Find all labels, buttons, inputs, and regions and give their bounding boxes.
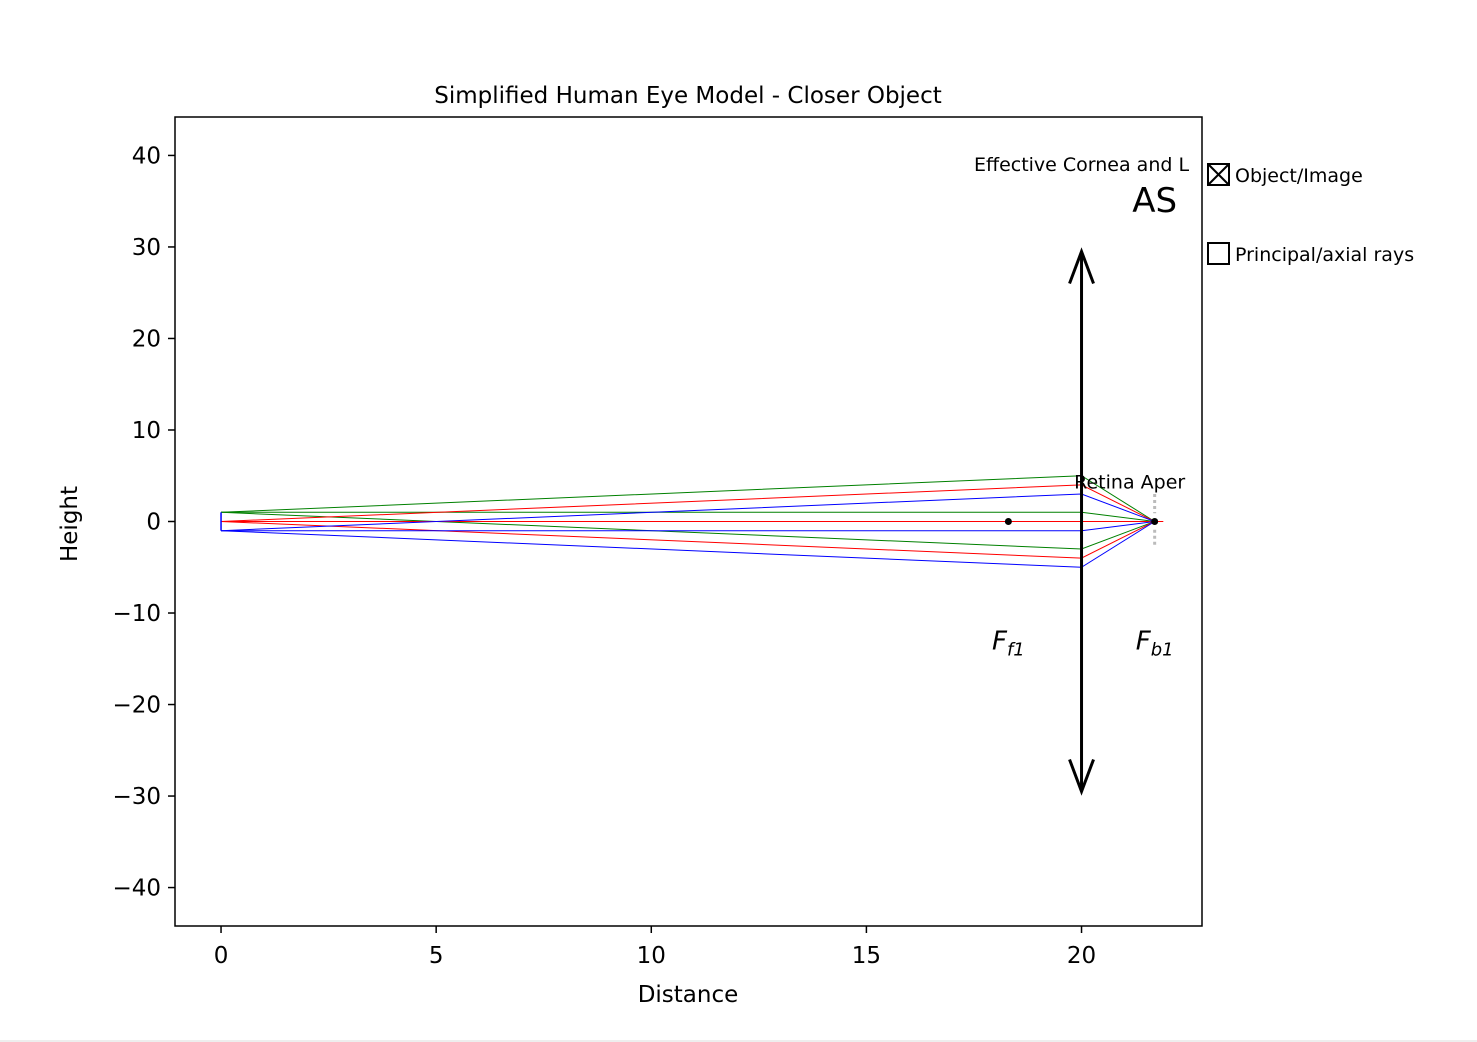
aperture-label: Retina Aper: [1074, 472, 1185, 494]
x-axis-label: Distance: [638, 982, 739, 1008]
legend-label-principal-axial-rays: Principal/axial rays: [1235, 244, 1414, 266]
y-tick-label: 40: [132, 143, 161, 169]
ray-green-2: [221, 511, 1155, 522]
back-focal-label: Fb1: [1136, 627, 1174, 661]
ray-green-1: [220, 475, 1155, 522]
checkbox-cross-icon: [1207, 163, 1230, 186]
optical-elements-layer: [220, 247, 1159, 796]
x-axis: 0 5 10 15 20: [214, 926, 1096, 969]
x-tick-label: 5: [429, 943, 444, 969]
aperture-stop-label: AS: [1132, 181, 1177, 221]
y-tick-label: −20: [112, 693, 161, 719]
ray-red-6: [220, 521, 1155, 559]
y-tick-label: 20: [132, 326, 161, 352]
ray-blue-9: [220, 521, 1155, 568]
lens-bottom-arrowhead: [1068, 758, 1095, 796]
x-tick-label: 0: [214, 943, 229, 969]
front-focal-point: [1004, 518, 1012, 525]
y-tick-label: 10: [132, 418, 161, 444]
y-tick-label: −10: [112, 601, 161, 627]
ray-red-4: [220, 484, 1155, 522]
legend-label-object-image: Object/Image: [1235, 165, 1363, 187]
checkbox-unchecked-icon[interactable]: [1207, 242, 1230, 265]
front-focal-label: Ff1: [992, 627, 1025, 661]
x-tick-label: 10: [637, 943, 666, 969]
legend-item-principal-axial-rays[interactable]: Principal/axial rays: [1207, 242, 1414, 266]
window-bottom-edge: [0, 1040, 1477, 1042]
x-tick-label: 15: [852, 943, 881, 969]
legend: Object/Image Principal/axial rays: [1207, 163, 1414, 266]
chart-title: Simplified Human Eye Model - Closer Obje…: [434, 83, 942, 109]
ray-blue-8: [221, 521, 1155, 532]
y-tick-label: −30: [112, 784, 161, 810]
y-tick-label: −40: [112, 876, 161, 902]
y-tick-label: 0: [146, 510, 161, 536]
rays-layer: [220, 475, 1164, 568]
x-tick-label: 20: [1067, 943, 1096, 969]
y-tick-label: 30: [132, 235, 161, 261]
lens-label: Effective Cornea and L: [974, 154, 1190, 176]
y-axis: 40 30 20 10 0 −10 −20 −30 −40: [112, 143, 175, 902]
back-focal-point: [1151, 518, 1159, 525]
plot-labels: Effective Cornea and L Retina Aper: [974, 154, 1190, 494]
y-axis-label: Height: [57, 486, 83, 562]
legend-item-object-image[interactable]: Object/Image: [1207, 163, 1363, 187]
lens-top-arrowhead: [1068, 247, 1095, 285]
